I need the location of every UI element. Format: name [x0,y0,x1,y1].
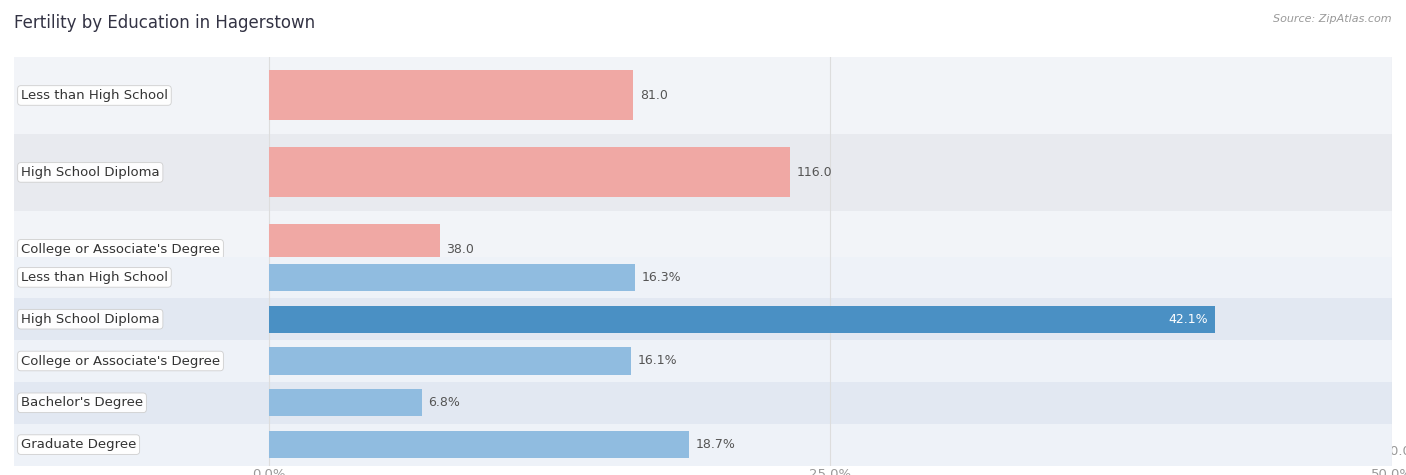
Text: Graduate Degree: Graduate Degree [21,397,136,410]
Text: 18.7%: 18.7% [696,438,735,451]
Bar [269,224,440,275]
Text: 38.0: 38.0 [447,243,474,256]
Text: Less than High School: Less than High School [21,271,167,284]
Text: 16.1%: 16.1% [637,354,678,368]
Bar [14,298,1392,340]
Bar [14,57,1392,134]
Text: 42.1%: 42.1% [1168,313,1208,326]
Bar [269,301,463,352]
Bar [269,264,636,291]
Bar [14,134,1392,211]
Bar [14,256,1392,298]
Text: 81.0: 81.0 [640,89,668,102]
Bar [269,389,422,417]
Bar [14,340,1392,382]
Text: 6.8%: 6.8% [429,396,460,409]
Text: 116.0: 116.0 [797,166,832,179]
Bar [269,147,790,198]
Bar [269,305,1215,333]
Bar [269,378,1226,428]
Bar [14,288,1392,365]
Bar [14,382,1392,424]
Bar [269,70,633,121]
Text: High School Diploma: High School Diploma [21,313,159,326]
Text: 43.0: 43.0 [470,320,496,333]
Text: College or Associate's Degree: College or Associate's Degree [21,354,221,368]
Text: 213.0: 213.0 [1184,397,1219,410]
Text: Graduate Degree: Graduate Degree [21,438,136,451]
Bar [14,424,1392,466]
Text: High School Diploma: High School Diploma [21,166,159,179]
Bar [14,365,1392,442]
Text: Bachelor's Degree: Bachelor's Degree [21,396,143,409]
Text: Less than High School: Less than High School [21,89,167,102]
Text: College or Associate's Degree: College or Associate's Degree [21,243,221,256]
Text: Source: ZipAtlas.com: Source: ZipAtlas.com [1274,14,1392,24]
Text: Bachelor's Degree: Bachelor's Degree [21,320,143,333]
Bar [269,347,630,375]
Bar [269,431,689,458]
Text: 16.3%: 16.3% [643,271,682,284]
Bar [14,211,1392,288]
Text: Fertility by Education in Hagerstown: Fertility by Education in Hagerstown [14,14,315,32]
